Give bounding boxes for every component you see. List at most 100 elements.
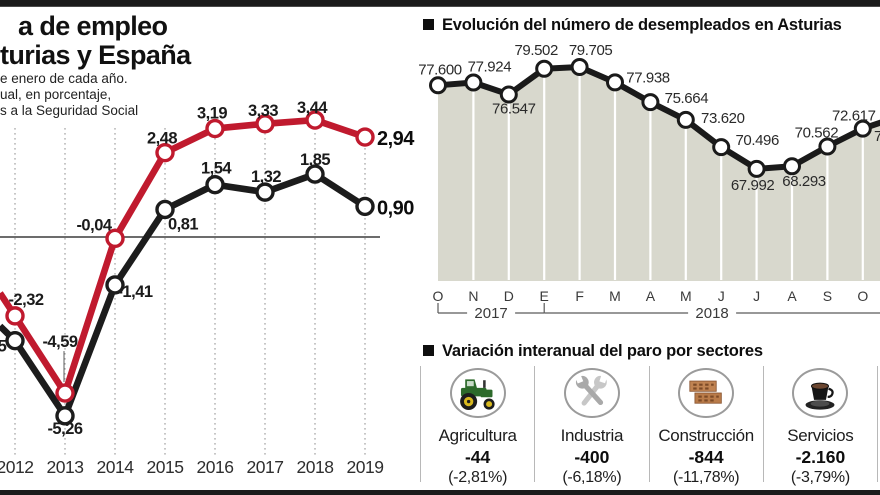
serie-roja-data-point	[255, 114, 275, 134]
serie-negra-data-point	[355, 196, 375, 217]
section-title-sectors-text: Variación interanual del paro por sector…	[442, 342, 763, 360]
month-label: S	[823, 288, 832, 304]
value-label: 77.924	[468, 58, 512, 75]
month-label: M	[680, 288, 692, 304]
area-fill	[438, 67, 880, 281]
data-point	[818, 137, 837, 156]
month-label: F	[575, 288, 584, 304]
value-label: 2,48	[147, 130, 177, 148]
sector-name: Servicios	[787, 426, 854, 445]
data-point	[535, 59, 554, 78]
unemployment-area-chart: 77.600 77.924 76.547 79.502 79.705 77.938 75.6…	[418, 42, 880, 322]
year-label: 2019	[347, 457, 384, 477]
data-point	[429, 76, 447, 95]
serie-roja-data-point	[305, 110, 325, 130]
serie-negra-data-point	[255, 182, 275, 202]
year-label: 2017	[247, 457, 284, 477]
value-label: 75.664	[665, 90, 709, 107]
month-label: E	[540, 288, 549, 304]
month-label: O	[857, 288, 868, 304]
month-label: M	[609, 288, 621, 304]
data-point	[464, 73, 483, 92]
end-value-label: 2,94	[377, 128, 415, 150]
value-label: 79.502	[514, 42, 558, 59]
serie-negra-data-point	[105, 275, 125, 295]
data-point	[783, 157, 801, 176]
value-label: 77.938	[626, 69, 670, 86]
sector-variation-row: Agricultura -44 (-2,81%) Industria -400 (-6,…	[420, 366, 878, 486]
serie-roja-data-point	[55, 383, 75, 403]
end-value-label: 0,90	[377, 197, 414, 219]
value-label: 73.620	[701, 110, 745, 127]
value-label: -0,04	[76, 216, 112, 234]
year-label: 2014	[97, 457, 135, 477]
sector-name: Agricultura	[438, 426, 517, 445]
sector-item-agricultura: Agricultura -44 (-2,81%)	[420, 366, 534, 486]
value-label: 70.562	[795, 125, 839, 142]
value-label: 1,32	[251, 168, 281, 186]
value-label: 70.496	[735, 132, 779, 149]
section-title-unemployment: Evolución del número de desempleados en …	[423, 16, 842, 35]
sector-change: -2.160	[795, 447, 846, 467]
year-label: 2013	[47, 457, 84, 477]
value-label: 77.600	[418, 61, 462, 78]
serie-negra-data-point	[205, 174, 225, 195]
year-label: 2016	[197, 457, 234, 477]
year-label: 2015	[147, 457, 184, 477]
month-label: J	[753, 288, 760, 304]
month-label: A	[787, 288, 797, 304]
section-bullet-icon	[423, 19, 434, 30]
section-title-unemployment-text: Evolución del número de desempleados en …	[442, 16, 842, 34]
month-label: D	[504, 288, 514, 304]
bottom-rule-bar	[0, 490, 880, 495]
serie-roja-data-point	[155, 142, 175, 163]
serie-roja-data-point	[205, 118, 225, 139]
value-label: -4,59	[42, 333, 77, 351]
data-point	[641, 93, 660, 112]
bricks-icon	[678, 368, 735, 418]
data-point	[747, 159, 766, 178]
value-label: 3,44	[297, 99, 328, 117]
sector-item-construccion: Construcción -844 (-11,78%)	[648, 366, 763, 486]
value-label: 67.992	[731, 177, 775, 194]
wrenches-icon	[563, 368, 620, 418]
sector-name: Construcción	[658, 426, 754, 445]
value-label: 1,85	[300, 151, 330, 169]
value-label: 3,19	[197, 105, 227, 123]
month-label: J	[718, 288, 725, 304]
subtitle-line-1: e enero de cada año.	[0, 71, 128, 86]
subtitle-line-3: s a la Seguridad Social	[0, 103, 139, 118]
value-label: 5	[0, 338, 7, 356]
sector-pct: (-2,81%)	[448, 469, 508, 486]
infographic-subtitle: e enero de cada año. ual, en porcentaje,…	[0, 71, 138, 119]
sector-pct: (-6,18%)	[562, 469, 622, 486]
serie-roja-data-point	[355, 127, 375, 147]
year-label: 2018	[297, 457, 334, 477]
coffee-cup-icon	[792, 368, 849, 418]
sector-name: Industria	[560, 426, 624, 445]
serie-negra-data-point	[305, 164, 325, 184]
value-label: -2,32	[8, 291, 43, 309]
title-line-1: a de empleo	[18, 11, 168, 41]
sector-item-servicios: Servicios -2.160 (-3,79%)	[762, 366, 877, 486]
serie-negra-data-point	[55, 406, 75, 426]
value-label: 68.293	[782, 173, 826, 190]
infographic-title: a de empleo turias y España	[0, 12, 191, 70]
serie-negra-data-point	[155, 199, 175, 220]
data-point	[712, 138, 731, 157]
month-label: A	[646, 288, 656, 304]
title-line-2: turias y España	[0, 40, 191, 70]
serie-roja-data-point	[5, 306, 25, 326]
value-label: 76.547	[492, 100, 536, 117]
year-label: 2012	[0, 457, 33, 477]
data-point	[570, 58, 589, 76]
section-bullet-icon	[423, 345, 434, 356]
value-label: -5,26	[47, 420, 82, 438]
month-label: O	[433, 288, 444, 304]
serie-negra-data-point	[5, 331, 25, 351]
data-point	[499, 85, 518, 104]
value-label: -1,41	[117, 283, 152, 301]
year-group-label: 2018	[695, 305, 728, 322]
year-group-label: 2017	[474, 305, 507, 322]
